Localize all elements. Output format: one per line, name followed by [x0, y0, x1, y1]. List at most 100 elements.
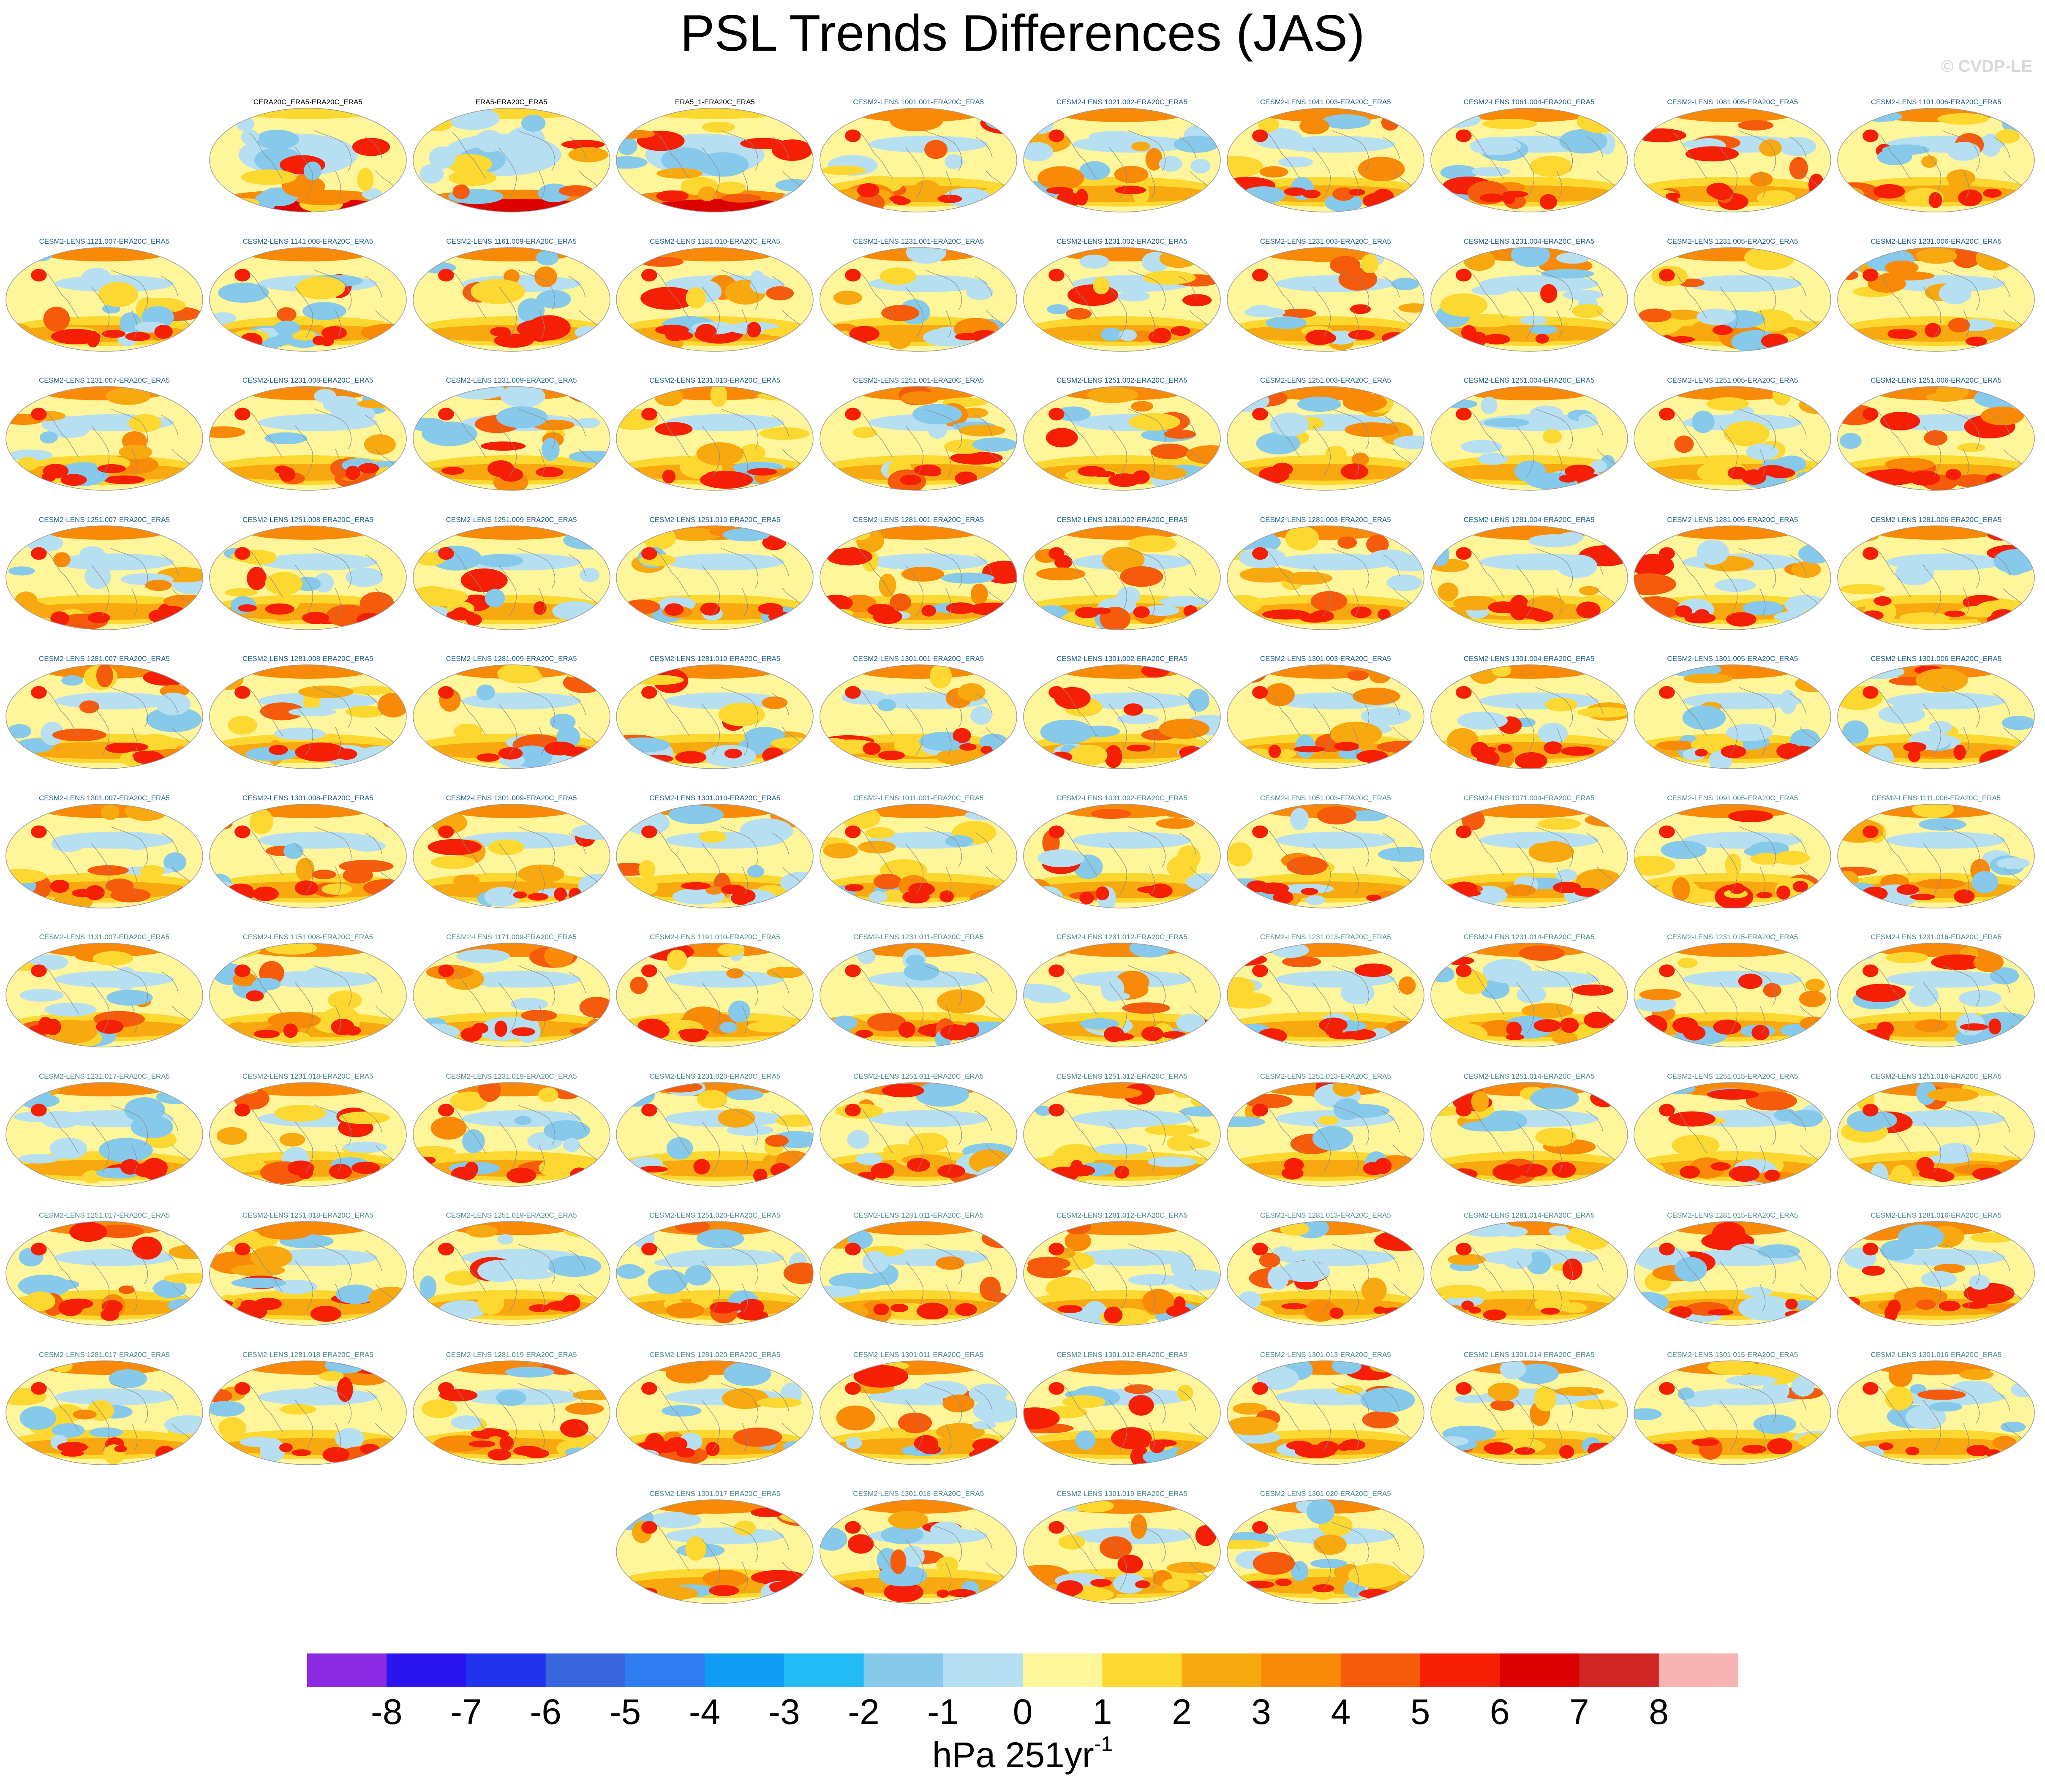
coastline — [248, 1382, 395, 1451]
trend-contour — [253, 1030, 280, 1039]
colorbar-box — [943, 1653, 1023, 1687]
trend-contour — [1479, 692, 1599, 710]
trend-contour — [163, 852, 187, 872]
trend-contour — [1091, 470, 1115, 477]
trend-contour — [238, 604, 257, 612]
trend-contour — [1695, 749, 1708, 757]
colorbar-tick-label: 2 — [1172, 1692, 1192, 1732]
panel-title: CESM2-LENS 1161.009-ERA20C_ERA5 — [446, 237, 577, 245]
trend-contour — [154, 324, 173, 339]
trend-contour — [719, 702, 765, 726]
trend-contour — [1743, 601, 1784, 615]
map-border — [616, 247, 814, 352]
trend-contour — [747, 1021, 793, 1033]
robinson-map — [1023, 1221, 1221, 1326]
coastline — [656, 1243, 802, 1312]
trend-contour — [358, 463, 379, 473]
trend-contour — [1515, 1363, 1559, 1384]
trend-contour — [1548, 1226, 1570, 1236]
trend-contour — [1244, 307, 1285, 318]
colorbar-box — [863, 1653, 944, 1687]
trend-contour — [322, 1447, 350, 1463]
map-border — [1634, 1082, 1832, 1187]
trend-contour — [1259, 166, 1288, 178]
trend-contour — [453, 874, 479, 886]
trend-contour — [1099, 1109, 1141, 1129]
panel-title: CESM2-LENS 1251.010-ERA20C_ERA5 — [649, 515, 781, 524]
trend-contour — [1715, 578, 1756, 592]
trend-contour — [1484, 418, 1529, 427]
trend-contour — [1861, 610, 1884, 620]
trend-contour — [430, 1116, 466, 1139]
trend-contour — [329, 1164, 352, 1179]
trend-contour — [1798, 543, 1831, 563]
panel-title: CESM2-LENS 1301.011-ERA20C_ERA5 — [853, 1350, 984, 1359]
panel-title: CESM2-LENS 1031.002-ERA20C_ERA5 — [1057, 794, 1187, 802]
trend-contour — [776, 1114, 814, 1127]
map-border — [1634, 1360, 1832, 1465]
trend-contour — [929, 665, 952, 689]
trend-contour — [1863, 547, 1879, 560]
trend-contour — [1173, 1296, 1186, 1312]
trend-contour — [1885, 952, 1929, 963]
trend-contour — [6, 884, 28, 906]
trend-contour — [950, 451, 1003, 465]
trend-contour — [209, 1400, 245, 1417]
map-border — [412, 1221, 610, 1326]
trend-contour — [1905, 1446, 1920, 1455]
map-panel: CESM2-LENS 1231.002-ERA20C_ERA5 — [1023, 237, 1221, 375]
map-border — [820, 803, 1017, 908]
trend-contour — [1888, 1363, 1913, 1387]
robinson-map — [412, 664, 610, 769]
panel-title: CESM2-LENS 1301.018-ERA20C_ERA5 — [853, 1490, 984, 1498]
panel-title: CESM2-LENS 1301.020-ERA20C_ERA5 — [1260, 1490, 1391, 1498]
colorbar-tick-label: 0 — [1013, 1692, 1033, 1732]
trend-contour — [413, 1146, 456, 1157]
map-panel: CESM2-LENS 1251.018-ERA20C_ERA5 — [209, 1211, 407, 1349]
trend-contour — [1707, 1360, 1758, 1375]
trend-contour — [1862, 886, 1888, 900]
map-panel: CESM2-LENS 1301.009-ERA20C_ERA5 — [412, 794, 611, 931]
map-border — [616, 803, 814, 908]
trend-contour — [517, 864, 564, 883]
trend-contour — [1659, 408, 1675, 421]
trend-contour — [1159, 718, 1210, 739]
trend-contour — [1286, 1441, 1313, 1450]
trend-contour — [1162, 1578, 1190, 1592]
trend-contour — [250, 1246, 292, 1268]
trend-contour — [880, 267, 917, 285]
trend-contour — [216, 1127, 248, 1145]
trend-contour — [1149, 1439, 1165, 1453]
trend-contour — [441, 467, 464, 475]
coastline — [248, 826, 395, 894]
trend-contour — [1683, 705, 1726, 730]
map-panel: CESM2-LENS 1231.015-ERA20C_ERA5 — [1633, 933, 1832, 1070]
trend-contour — [1552, 1034, 1578, 1044]
map-panel: CESM2-LENS 1281.001-ERA20C_ERA5 — [819, 516, 1018, 653]
trend-contour — [1742, 1444, 1767, 1454]
coastline — [1062, 687, 1209, 755]
trend-contour — [1128, 535, 1177, 552]
coastline — [452, 826, 599, 894]
trend-contour — [1879, 1442, 1894, 1450]
trend-contour — [1455, 129, 1472, 142]
trend-contour — [364, 434, 396, 455]
trend-contour — [1300, 250, 1345, 262]
robinson-map — [209, 108, 407, 212]
colorbar-box — [1340, 1653, 1421, 1687]
trend-contour — [438, 1382, 454, 1395]
trend-contour — [1987, 614, 2008, 625]
trend-contour — [98, 1137, 153, 1162]
trend-contour — [1578, 413, 1597, 424]
map-border — [5, 1082, 203, 1187]
coastline — [1266, 826, 1413, 894]
trend-contour — [1275, 1578, 1292, 1586]
trend-contour — [1196, 468, 1214, 490]
trend-contour — [1286, 856, 1328, 875]
coastline — [859, 687, 1005, 755]
trend-contour — [643, 754, 674, 763]
trend-contour — [685, 1265, 712, 1286]
trend-contour — [517, 298, 545, 323]
trend-contour — [1868, 745, 1894, 769]
trend-contour — [1174, 136, 1219, 153]
